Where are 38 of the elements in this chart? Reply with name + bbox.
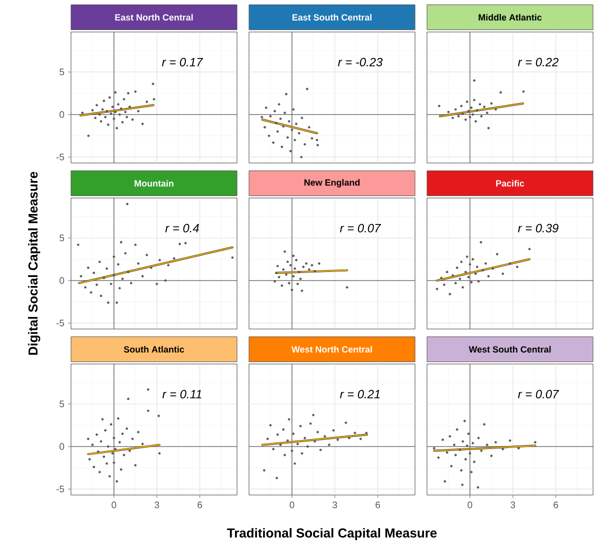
x-tick-label: 3	[510, 502, 516, 508]
chart-title: South Atlantic	[124, 346, 184, 353]
chart-title: West North Central	[292, 346, 372, 353]
chart-title: Pacific	[496, 180, 524, 187]
annotation: r = 0.17	[162, 58, 204, 66]
chart-title: Middle Atlantic	[478, 14, 542, 21]
y-tick-label: 0	[60, 443, 64, 450]
chart-title: East South Central	[292, 14, 372, 21]
chart-title: West South Central	[468, 346, 551, 353]
y-tick-label: 0	[60, 277, 64, 284]
annotation: r = -0.23	[338, 58, 383, 66]
x-tick-label: 6	[198, 502, 202, 508]
x-tick-label: 3	[332, 502, 338, 508]
annotation: r = 0.22	[518, 58, 558, 66]
x-axis-title: Traditional Social Capital Measure	[227, 528, 437, 540]
y-tick-label: 5	[60, 68, 64, 76]
annotation: r = 0.07	[518, 390, 560, 398]
annotation: r = 0.4	[165, 224, 199, 232]
y-tick-label: -5	[56, 154, 64, 160]
y-tick-label: -5	[56, 486, 64, 492]
annotation: r = 0.07	[340, 224, 382, 232]
x-tick-label: 6	[376, 502, 380, 508]
annotation: r = 0.39	[518, 224, 558, 232]
y-tick-label: 0	[60, 111, 64, 118]
x-tick-label: 3	[154, 502, 160, 508]
x-tick-label: 6	[554, 502, 558, 508]
x-tick-label: 0	[290, 502, 294, 508]
annotation: r = 0.11	[162, 390, 202, 398]
annotation: r = 0.21	[340, 390, 380, 398]
x-tick-label: 0	[112, 502, 116, 508]
chart-title: East North Central	[115, 14, 193, 21]
chart-title: New England	[304, 179, 360, 188]
chart-title: Mountain	[134, 180, 174, 187]
y-axis-title: Digital Social Capital Measure	[28, 172, 40, 355]
y-tick-label: 5	[60, 234, 64, 242]
y-tick-label: -5	[56, 320, 64, 326]
y-tick-label: 5	[60, 400, 64, 408]
x-tick-label: 0	[468, 502, 472, 508]
